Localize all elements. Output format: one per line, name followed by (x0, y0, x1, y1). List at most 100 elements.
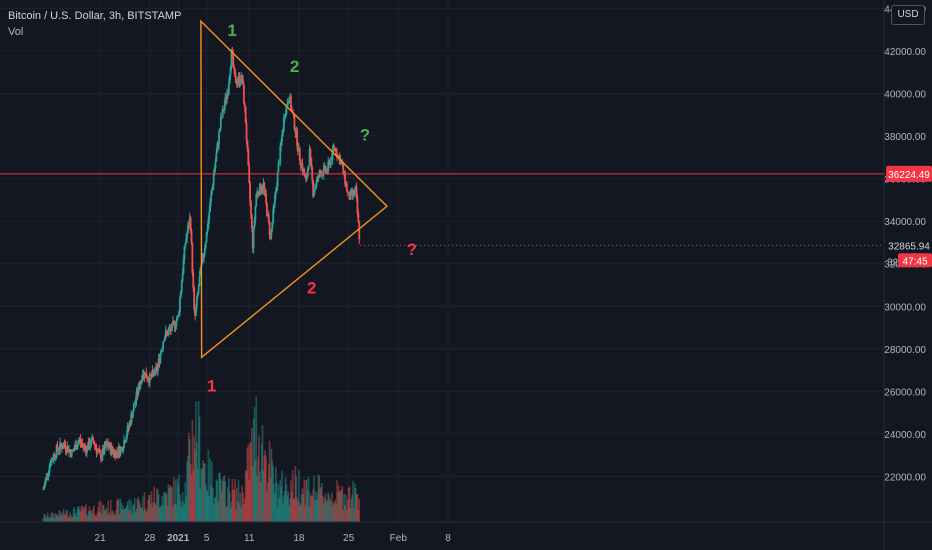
volume-bar (104, 509, 107, 522)
volume-bar (291, 492, 293, 522)
volume-bar (236, 501, 239, 522)
volume-bar (242, 492, 244, 522)
volume-bar (336, 480, 338, 522)
y-tick-label: 28000.00 (884, 345, 926, 356)
candle-body (203, 247, 206, 254)
volume-bar (206, 491, 209, 522)
volume-bar (295, 476, 298, 522)
candle-body (212, 174, 215, 185)
volume-bar (180, 507, 183, 522)
volume-bar (324, 493, 327, 522)
y-tick-label: 42000.00 (884, 47, 926, 58)
volume-bar (338, 490, 341, 522)
candle-body (290, 96, 292, 109)
volume-bar (53, 513, 55, 522)
volume-bar (235, 487, 238, 522)
candle-body (226, 93, 228, 101)
candle-body (250, 201, 252, 215)
candle-body (205, 232, 208, 243)
candle-body (219, 117, 222, 129)
volume-bar (340, 489, 343, 522)
volume-bar (241, 485, 243, 522)
volume-bar (337, 491, 339, 522)
volume-bar (278, 497, 281, 522)
volume-bar (176, 478, 179, 522)
candle-body (298, 148, 301, 161)
candle-body (243, 103, 246, 108)
volume-bar (353, 508, 355, 522)
volume-bar (129, 510, 132, 522)
candle-body (344, 171, 346, 185)
volume-bar (189, 464, 192, 522)
volume-bar (317, 474, 320, 522)
candle-body (299, 160, 302, 166)
candle-body (173, 321, 176, 328)
volume-bar (247, 444, 250, 522)
volume-bar (283, 490, 286, 522)
volume-bar (204, 484, 207, 522)
volume-bar (123, 508, 125, 522)
volume-bar (255, 396, 258, 522)
candle-body (290, 108, 293, 110)
volume-bar (199, 488, 202, 522)
volume-bar (141, 507, 143, 522)
volume-bar (221, 481, 224, 522)
volume-bar (349, 508, 352, 522)
y-tick-label: 40000.00 (884, 89, 926, 100)
volume-bar (174, 480, 177, 522)
candle-body (216, 144, 219, 153)
volume-bar (314, 490, 317, 522)
volume-bar (338, 485, 340, 522)
resistance-price-tag: 36224.49 (886, 165, 932, 182)
candle-body (219, 128, 221, 132)
volume-bar (154, 502, 156, 522)
volume-bar (72, 509, 75, 522)
volume-bar (238, 503, 241, 522)
currency-selector[interactable]: USD (891, 5, 925, 25)
volume-bar (227, 486, 229, 522)
volume-bar (356, 494, 359, 522)
candle-body (154, 367, 157, 375)
volume-bar (282, 503, 284, 522)
volume-bar (59, 512, 61, 522)
candle-body (316, 176, 319, 181)
candle-body (245, 123, 248, 141)
candle-body (171, 322, 173, 331)
volume-indicator-label: Vol (8, 26, 24, 38)
volume-bar (245, 471, 248, 522)
candle-body (324, 165, 327, 172)
volume-bar (82, 509, 85, 522)
volume-bar (234, 479, 236, 522)
candle-body (242, 79, 244, 85)
candle-body (45, 477, 47, 482)
volume-bar (57, 517, 60, 522)
volume-bar (140, 507, 142, 522)
volume-bar (115, 510, 117, 522)
label-red-2: 2 (307, 278, 316, 297)
candle-body (190, 230, 193, 244)
candle-body (181, 273, 184, 281)
volume-bar (357, 510, 360, 522)
candle-body (84, 445, 86, 448)
candle-body (312, 180, 314, 196)
volume-bar (354, 488, 357, 522)
volume-bar (256, 476, 258, 522)
volume-bar (165, 493, 168, 522)
volume-bar (158, 507, 161, 522)
candle-body (58, 450, 61, 452)
volume-bar (335, 503, 337, 522)
volume-bar (257, 456, 259, 522)
candle-body (48, 465, 51, 473)
candle-body (130, 414, 133, 425)
candle-body (310, 157, 313, 168)
volume-bar (339, 491, 342, 522)
candle-body (139, 384, 141, 390)
volume-bar (135, 509, 138, 522)
countdown-box (898, 253, 932, 268)
candle-body (272, 209, 275, 223)
volume-bar (214, 497, 217, 522)
volume-bar (215, 479, 218, 522)
volume-bar (86, 516, 89, 522)
candle-body (61, 448, 64, 450)
